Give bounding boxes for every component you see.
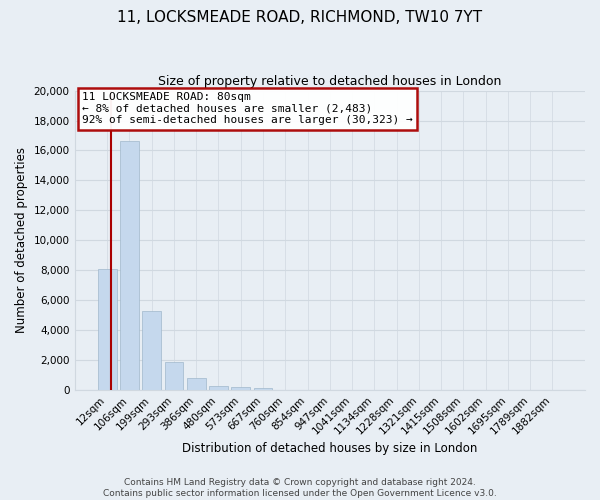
Bar [142, 310, 161, 390]
Bar [120, 142, 139, 390]
Bar [187, 378, 206, 390]
Text: 11 LOCKSMEADE ROAD: 80sqm
← 8% of detached houses are smaller (2,483)
92% of sem: 11 LOCKSMEADE ROAD: 80sqm ← 8% of detach… [82, 92, 413, 126]
Bar [164, 362, 184, 390]
Text: Contains HM Land Registry data © Crown copyright and database right 2024.
Contai: Contains HM Land Registry data © Crown c… [103, 478, 497, 498]
X-axis label: Distribution of detached houses by size in London: Distribution of detached houses by size … [182, 442, 478, 455]
Bar [209, 386, 228, 390]
Bar [231, 387, 250, 390]
Bar [98, 268, 116, 390]
Text: 11, LOCKSMEADE ROAD, RICHMOND, TW10 7YT: 11, LOCKSMEADE ROAD, RICHMOND, TW10 7YT [118, 10, 482, 25]
Title: Size of property relative to detached houses in London: Size of property relative to detached ho… [158, 75, 502, 88]
Bar [254, 388, 272, 390]
Y-axis label: Number of detached properties: Number of detached properties [15, 148, 28, 334]
